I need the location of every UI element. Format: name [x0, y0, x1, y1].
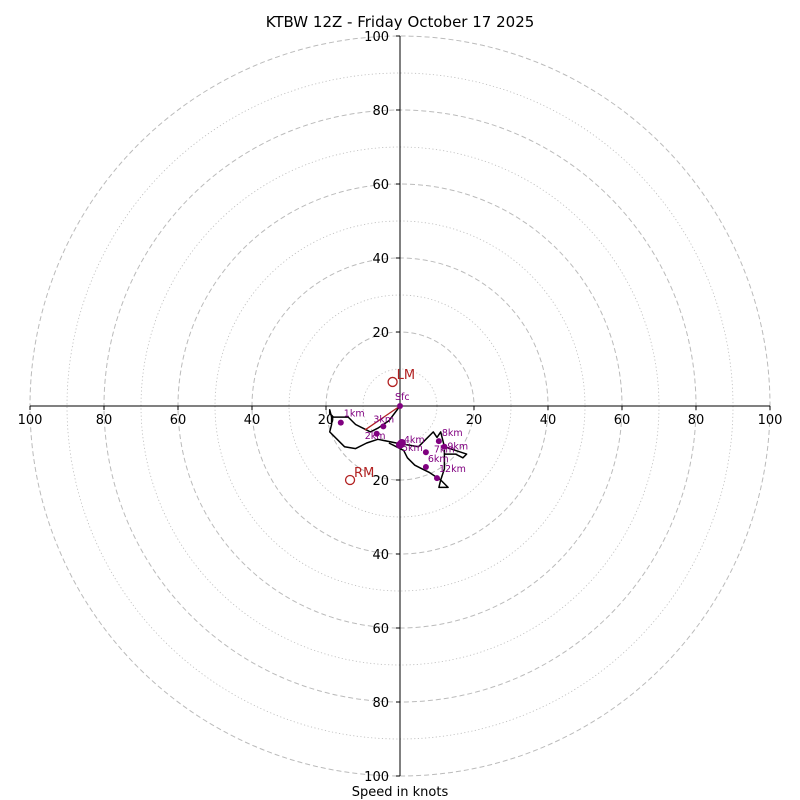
storm-motion-markers: LM RM — [344, 368, 415, 486]
height-marker-Sfc — [397, 403, 403, 409]
x-tick-label: 100 — [758, 413, 783, 428]
height-label-3km: 3km — [373, 414, 394, 425]
height-label-2km: 2km — [365, 431, 386, 442]
height-label-7km: 7km — [434, 444, 455, 455]
storm-motion-rm-label: RM — [354, 466, 374, 481]
height-label-8km: 8km — [442, 428, 463, 439]
y-tick-label: 60 — [372, 622, 389, 637]
x-tick-label: 20 — [318, 413, 335, 428]
height-marker-1km — [337, 419, 344, 426]
x-tick-label: 20 — [466, 413, 483, 428]
y-tick-label: 20 — [372, 474, 389, 489]
chart-title: KTBW 12Z - Friday October 17 2025 — [266, 13, 535, 31]
height-label-12km: 12km — [439, 464, 466, 475]
height-marker-3km — [380, 423, 387, 430]
height-label-4km: 4km — [404, 435, 425, 446]
x-tick-label: 40 — [244, 413, 261, 428]
y-tick-label: 80 — [372, 104, 389, 119]
tick-labels: 100 80 60 40 20 20 40 60 80 100 100 80 60 40 20 20 40 60 8… — [18, 30, 783, 785]
y-tick-label: 40 — [372, 548, 389, 563]
height-marker-9km — [441, 443, 448, 450]
storm-motion-lm-label: LM — [397, 368, 415, 383]
y-tick-label: 100 — [364, 770, 389, 785]
y-tick-label: 60 — [372, 178, 389, 193]
storm-motion-lm-marker — [387, 376, 398, 388]
height-label-1km: 1km — [344, 409, 365, 420]
height-label-6km: 6km — [428, 454, 449, 465]
height-marker-12km — [434, 475, 440, 482]
height-marker-8km — [435, 438, 442, 445]
height-label-5km: 5km — [402, 443, 423, 454]
height-marker-6km — [422, 464, 429, 471]
y-tick-label: 20 — [372, 326, 389, 341]
storm-motion-rm-marker — [344, 474, 356, 486]
height-marker-7km — [422, 449, 429, 456]
height-marker-2km — [373, 430, 380, 437]
x-tick-label: 40 — [540, 413, 557, 428]
height-label-Sfc: Sfc — [395, 392, 410, 403]
x-tick-label: 60 — [614, 413, 631, 428]
y-tick-label: 100 — [364, 30, 389, 45]
y-tick-label: 40 — [372, 252, 389, 267]
x-tick-label: 80 — [688, 413, 705, 428]
y-tick-label: 80 — [372, 696, 389, 711]
height-label-9km: 9km — [447, 442, 468, 453]
x-axis-label: Speed in knots — [352, 785, 449, 800]
x-tick-label: 80 — [96, 413, 113, 428]
x-tick-label: 60 — [170, 413, 187, 428]
height-marker-5km — [396, 440, 404, 449]
x-tick-label: 100 — [18, 413, 43, 428]
shear-vector — [364, 405, 401, 431]
